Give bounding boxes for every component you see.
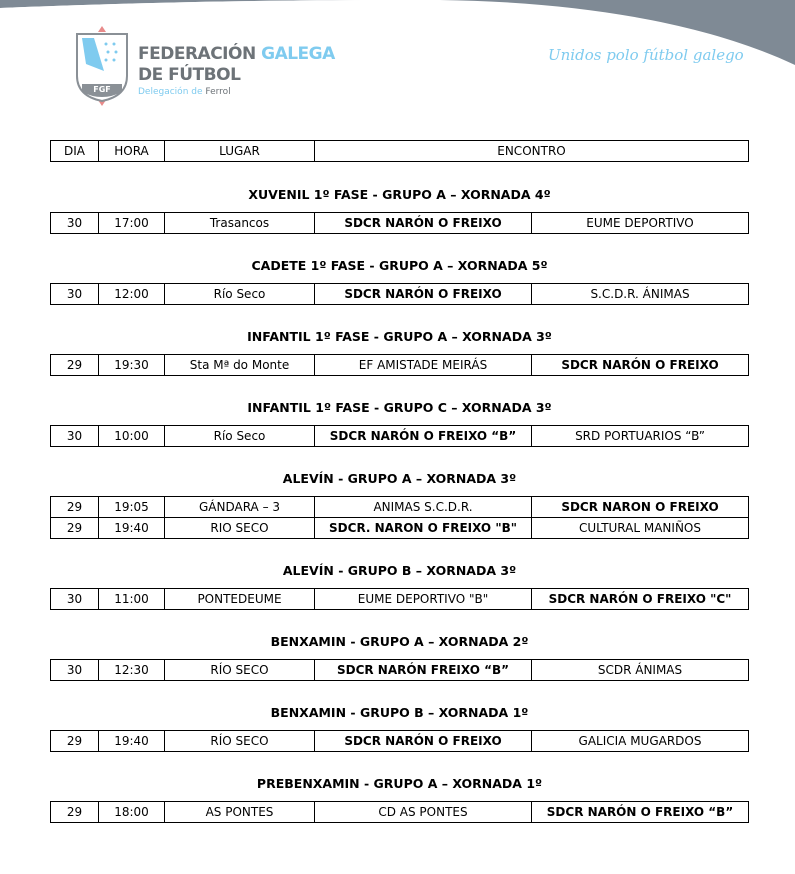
col-dia: DIA	[50, 140, 99, 162]
home-team-cell: CD AS PONTES	[314, 801, 532, 823]
table-row: 29 18:00 AS PONTES CD AS PONTES SDCR NARÓN O…	[50, 801, 749, 823]
section-title: XUVENIL 1º FASE - GRUPO A – XORNADA 4º	[248, 187, 551, 202]
match-table: 29 19:40 RÍO SECO SDCR NARÓN O FREIXO GALICI…	[50, 730, 749, 752]
match-table: 29 19:05 GÁNDARA – 3 ANIMAS S.C.D.R. SDCR NA…	[50, 496, 749, 539]
home-team-cell: SDCR NARÓN O FREIXO	[314, 212, 532, 234]
home-team-cell: SDCR NARÓN O FREIXO	[314, 730, 532, 752]
fgf-logo: FGF	[76, 26, 128, 106]
time-cell: 17:00	[98, 212, 165, 234]
day-cell: 30	[50, 588, 99, 610]
section-title: CADETE 1º FASE - GRUPO A – XORNADA 5º	[251, 258, 548, 273]
column-header-table: DIA HORA LUGAR ENCONTRO	[50, 140, 749, 162]
day-cell: 30	[50, 283, 99, 305]
day-cell: 29	[50, 354, 99, 376]
venue-cell: Río Seco	[164, 425, 315, 447]
match-table: 29 18:00 AS PONTES CD AS PONTES SDCR NARÓN O…	[50, 801, 749, 823]
header-banner	[0, 0, 795, 65]
time-cell: 19:30	[98, 354, 165, 376]
home-team-cell: SDCR NARÓN O FREIXO “B”	[314, 425, 532, 447]
sections: XUVENIL 1º FASE - GRUPO A – XORNADA 4º 30…	[50, 163, 749, 823]
home-team-cell: SDCR NARÓN O FREIXO	[314, 283, 532, 305]
home-team-cell: ANIMAS S.C.D.R.	[314, 496, 532, 518]
col-lugar: LUGAR	[164, 140, 315, 162]
match-table: 30 10:00 Río Seco SDCR NARÓN O FREIXO “B” SR…	[50, 425, 749, 447]
time-cell: 19:05	[98, 496, 165, 518]
section-title: ALEVÍN - GRUPO A – XORNADA 3º	[282, 471, 517, 486]
venue-cell: AS PONTES	[164, 801, 315, 823]
col-hora: HORA	[98, 140, 165, 162]
away-team-cell: SCDR ÁNIMAS	[531, 659, 749, 681]
day-cell: 30	[50, 425, 99, 447]
day-cell: 30	[50, 659, 99, 681]
venue-cell: PONTEDEUME	[164, 588, 315, 610]
section-title: BENXAMIN - GRUPO A – XORNADA 2º	[270, 634, 529, 649]
match-table: 30 11:00 PONTEDEUME EUME DEPORTIVO "B" SDCR …	[50, 588, 749, 610]
home-team-cell: SDCR NARÓN FREIXO “B”	[314, 659, 532, 681]
table-row: 29 19:30 Sta Mª do Monte EF AMISTADE MEIRÁS…	[50, 354, 749, 376]
table-row: 29 19:40 RÍO SECO SDCR NARÓN O FREIXO GALICI…	[50, 730, 749, 752]
away-team-cell: CULTURAL MANIÑOS	[531, 517, 749, 539]
venue-cell: Trasancos	[164, 212, 315, 234]
match-table: 29 19:30 Sta Mª do Monte EF AMISTADE MEIRÁS…	[50, 354, 749, 376]
org-name-line1: FEDERACIÓN GALEGA	[138, 44, 335, 64]
delegation-prefix: Delegación de	[138, 87, 203, 97]
home-team-cell: EF AMISTADE MEIRÁS	[314, 354, 532, 376]
slogan: Unidos polo fútbol galego	[548, 46, 744, 64]
table-row: 30 12:00 Río Seco SDCR NARÓN O FREIXO S.C.D.…	[50, 283, 749, 305]
org-name-line2: DE FÚTBOL	[138, 65, 241, 85]
venue-cell: RIO SECO	[164, 517, 315, 539]
away-team-cell: SDCR NARÓN O FREIXO “B”	[531, 801, 749, 823]
section-title: INFANTIL 1º FASE - GRUPO C – XORNADA 3º	[247, 400, 552, 415]
away-team-cell: EUME DEPORTIVO	[531, 212, 749, 234]
col-encontro: ENCONTRO	[314, 140, 749, 162]
time-cell: 12:00	[98, 283, 165, 305]
day-cell: 29	[50, 730, 99, 752]
table-row: 30 17:00 Trasancos SDCR NARÓN O FREIXO EUME …	[50, 212, 749, 234]
table-row: 29 19:40 RIO SECO SDCR. NARON O FREIXO "B" C…	[50, 517, 749, 539]
venue-cell: GÁNDARA – 3	[164, 496, 315, 518]
time-cell: 11:00	[98, 588, 165, 610]
section-title: BENXAMIN - GRUPO B – XORNADA 1º	[270, 705, 529, 720]
venue-cell: RÍO SECO	[164, 659, 315, 681]
table-row: 29 19:05 GÁNDARA – 3 ANIMAS S.C.D.R. SDCR NA…	[50, 496, 749, 518]
table-row: 30 12:30 RÍO SECO SDCR NARÓN FREIXO “B” SCDR…	[50, 659, 749, 681]
org-name-part1: FEDERACIÓN	[138, 44, 256, 64]
table-row: 30 11:00 PONTEDEUME EUME DEPORTIVO "B" SDCR …	[50, 588, 749, 610]
away-team-cell: SDCR NARÓN O FREIXO	[531, 354, 749, 376]
day-cell: 30	[50, 212, 99, 234]
table-row: 30 10:00 Río Seco SDCR NARÓN O FREIXO “B” SR…	[50, 425, 749, 447]
day-cell: 29	[50, 517, 99, 539]
match-table: 30 17:00 Trasancos SDCR NARÓN O FREIXO EUME …	[50, 212, 749, 234]
time-cell: 19:40	[98, 517, 165, 539]
home-team-cell: SDCR. NARON O FREIXO "B"	[314, 517, 532, 539]
org-name-part2: GALEGA	[261, 44, 335, 64]
venue-cell: Río Seco	[164, 283, 315, 305]
match-table: 30 12:30 RÍO SECO SDCR NARÓN FREIXO “B” SCDR…	[50, 659, 749, 681]
time-cell: 18:00	[98, 801, 165, 823]
time-cell: 19:40	[98, 730, 165, 752]
away-team-cell: S.C.D.R. ÁNIMAS	[531, 283, 749, 305]
section-title: INFANTIL 1º FASE - GRUPO A – XORNADA 3º	[247, 329, 552, 344]
venue-cell: RÍO SECO	[164, 730, 315, 752]
away-team-cell: SDCR NARÓN O FREIXO "C"	[531, 588, 749, 610]
section-title: ALEVÍN - GRUPO B – XORNADA 3º	[282, 563, 517, 578]
home-team-cell: EUME DEPORTIVO "B"	[314, 588, 532, 610]
away-team-cell: SDCR NARON O FREIXO	[531, 496, 749, 518]
section-title: PREBENXAMIN - GRUPO A – XORNADA 1º	[256, 776, 543, 791]
day-cell: 29	[50, 496, 99, 518]
day-cell: 29	[50, 801, 99, 823]
away-team-cell: SRD PORTUARIOS “B”	[531, 425, 749, 447]
logo-text: FGF	[93, 85, 111, 94]
venue-cell: Sta Mª do Monte	[164, 354, 315, 376]
delegation: Delegación de Ferrol	[138, 87, 231, 97]
match-table: 30 12:00 Río Seco SDCR NARÓN O FREIXO S.C.D.…	[50, 283, 749, 305]
time-cell: 10:00	[98, 425, 165, 447]
time-cell: 12:30	[98, 659, 165, 681]
away-team-cell: GALICIA MUGARDOS	[531, 730, 749, 752]
delegation-city: Ferrol	[205, 87, 231, 97]
